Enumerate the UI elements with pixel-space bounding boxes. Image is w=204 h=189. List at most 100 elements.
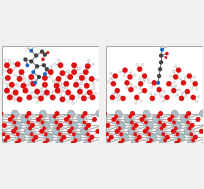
Circle shape [40, 89, 42, 92]
Circle shape [141, 88, 146, 93]
Circle shape [122, 67, 127, 73]
Circle shape [87, 138, 91, 142]
Circle shape [75, 74, 78, 77]
Circle shape [14, 98, 17, 101]
Circle shape [12, 110, 18, 117]
Circle shape [24, 128, 31, 135]
Circle shape [41, 92, 44, 95]
Circle shape [29, 49, 33, 53]
Circle shape [183, 76, 185, 79]
Circle shape [99, 122, 105, 129]
Circle shape [12, 120, 16, 124]
Circle shape [55, 76, 61, 82]
Circle shape [18, 134, 25, 141]
Circle shape [71, 102, 74, 105]
Circle shape [92, 87, 94, 89]
Circle shape [72, 132, 75, 136]
Circle shape [70, 141, 75, 146]
Circle shape [46, 93, 49, 96]
Circle shape [138, 77, 140, 80]
Circle shape [23, 57, 27, 62]
Circle shape [190, 87, 192, 89]
Circle shape [150, 86, 152, 89]
Circle shape [31, 138, 35, 142]
Circle shape [84, 79, 86, 81]
Circle shape [183, 95, 186, 98]
Circle shape [111, 93, 114, 95]
Circle shape [88, 76, 94, 82]
Circle shape [33, 135, 38, 140]
Circle shape [195, 88, 197, 90]
Circle shape [17, 76, 20, 79]
FancyBboxPatch shape [2, 46, 99, 143]
Circle shape [161, 100, 164, 103]
Circle shape [175, 67, 181, 73]
Circle shape [171, 120, 175, 124]
Circle shape [92, 83, 95, 86]
Circle shape [148, 138, 152, 142]
Circle shape [33, 46, 35, 48]
Circle shape [195, 117, 200, 122]
Circle shape [14, 141, 20, 146]
Circle shape [4, 62, 10, 68]
Circle shape [113, 91, 116, 94]
Circle shape [111, 117, 116, 122]
Circle shape [15, 122, 22, 129]
Circle shape [133, 123, 138, 128]
Circle shape [71, 122, 78, 129]
Circle shape [158, 94, 161, 96]
Circle shape [49, 116, 55, 123]
Circle shape [15, 93, 18, 96]
Circle shape [68, 120, 72, 124]
Circle shape [129, 120, 133, 124]
Circle shape [116, 99, 119, 101]
Circle shape [98, 141, 103, 146]
Circle shape [3, 70, 5, 72]
Circle shape [25, 63, 29, 67]
Circle shape [79, 73, 81, 76]
Circle shape [159, 126, 163, 130]
Circle shape [26, 94, 32, 100]
Circle shape [26, 84, 29, 87]
Circle shape [22, 88, 28, 94]
Circle shape [142, 115, 145, 119]
Circle shape [44, 90, 50, 95]
Circle shape [7, 68, 13, 74]
Circle shape [147, 132, 151, 136]
Circle shape [136, 135, 141, 140]
Circle shape [89, 135, 94, 140]
Circle shape [178, 77, 180, 80]
Circle shape [79, 75, 84, 81]
Circle shape [109, 77, 111, 80]
Circle shape [10, 62, 13, 65]
Circle shape [71, 62, 77, 68]
Circle shape [26, 84, 29, 86]
Circle shape [201, 141, 204, 146]
Circle shape [152, 116, 159, 123]
Circle shape [84, 63, 90, 69]
Circle shape [154, 93, 156, 95]
Circle shape [94, 92, 96, 95]
Circle shape [187, 126, 191, 130]
Circle shape [176, 138, 180, 142]
Circle shape [184, 89, 189, 94]
Circle shape [43, 122, 50, 129]
Circle shape [106, 138, 110, 142]
Circle shape [138, 87, 140, 89]
Circle shape [39, 115, 42, 119]
Circle shape [129, 70, 132, 73]
Circle shape [96, 79, 98, 81]
Circle shape [151, 80, 156, 86]
Circle shape [16, 132, 20, 136]
Circle shape [83, 83, 89, 89]
Circle shape [58, 132, 61, 136]
Circle shape [111, 77, 113, 80]
Circle shape [161, 132, 164, 136]
Circle shape [54, 111, 59, 116]
Circle shape [134, 86, 136, 88]
Circle shape [126, 74, 132, 80]
Circle shape [73, 70, 75, 72]
Circle shape [193, 76, 195, 78]
Circle shape [5, 135, 10, 140]
Circle shape [15, 61, 20, 67]
